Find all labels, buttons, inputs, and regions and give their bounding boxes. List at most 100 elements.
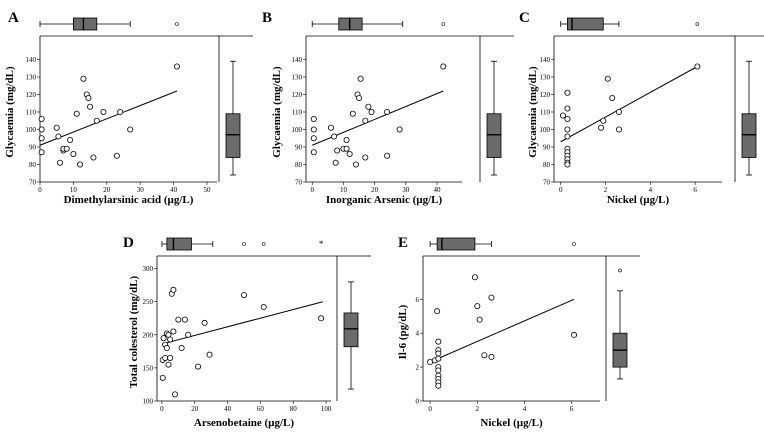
data-point: [113, 152, 120, 159]
data-point: [435, 367, 442, 374]
top-box: [567, 17, 604, 31]
y-tick-label: 6: [416, 296, 420, 304]
data-point: [310, 126, 317, 133]
regression-line: [39, 90, 178, 146]
y-tick-label: 120: [292, 91, 303, 99]
panel-label: D: [123, 235, 134, 251]
data-point: [368, 109, 375, 116]
data-point: [310, 149, 317, 156]
data-point: [343, 136, 350, 143]
data-point: [564, 105, 571, 112]
data-point: [117, 109, 124, 116]
data-point: [474, 303, 481, 310]
top-box-outlier: [572, 242, 576, 246]
data-point: [195, 363, 202, 370]
y-tick-label: 140: [292, 56, 303, 64]
data-point: [170, 286, 177, 293]
y-axis-label: Il-6 (pg/dL): [397, 304, 409, 359]
y-tick-label: 200: [143, 331, 154, 339]
data-point: [57, 159, 64, 166]
y-tick-label: 100: [26, 126, 37, 134]
data-point: [127, 126, 134, 133]
data-point: [362, 154, 369, 161]
data-point: [332, 159, 339, 166]
data-point: [85, 95, 92, 102]
x-tick-label: 40: [224, 405, 232, 413]
y-tick-label: 4: [416, 330, 420, 338]
panel-label: A: [8, 10, 19, 26]
regression-line: [560, 66, 698, 143]
y-tick-label: 120: [26, 91, 37, 99]
data-point: [77, 161, 84, 168]
x-tick-label: 6: [570, 405, 574, 413]
x-tick-label: 0: [559, 186, 563, 194]
data-point: [604, 75, 611, 82]
data-point: [694, 63, 701, 70]
panel-label: E: [398, 235, 408, 251]
x-tick-label: 6: [693, 186, 697, 194]
data-point: [488, 353, 495, 360]
panel-b: B 0 10 20 30 40 70 80 90 100 110 120 130 140 Inorganic…: [262, 10, 514, 206]
y-tick-label: 70: [295, 179, 303, 187]
data-point: [38, 135, 45, 142]
data-point: [327, 124, 334, 131]
y-tick-label: 110: [292, 109, 303, 117]
top-box-outlier: [175, 22, 179, 26]
y-tick-label: 100: [292, 126, 303, 134]
y-tick-label: 90: [29, 144, 37, 152]
data-point: [356, 95, 363, 102]
y-tick-label: 80: [543, 161, 551, 169]
y-tick-label: 130: [26, 74, 37, 82]
y-tick-label: 120: [540, 91, 551, 99]
data-point: [160, 335, 167, 342]
data-point: [396, 126, 403, 133]
data-point: [201, 319, 208, 326]
data-point: [343, 145, 350, 152]
top-box-outlier: [242, 242, 246, 246]
data-point: [571, 331, 578, 338]
data-point: [181, 316, 188, 323]
y-tick-label: 140: [26, 56, 37, 64]
data-point: [435, 338, 442, 345]
x-tick-label: 40: [434, 186, 442, 194]
data-point: [440, 63, 447, 70]
data-point: [87, 103, 94, 110]
x-tick-label: 30: [137, 186, 145, 194]
x-tick-label: 0: [428, 405, 432, 413]
right-box: [343, 312, 359, 348]
y-tick-label: 2: [416, 364, 420, 372]
x-tick-label: 10: [70, 186, 78, 194]
y-tick-label: 100: [540, 126, 551, 134]
data-point: [310, 116, 317, 123]
panel-label: B: [262, 10, 272, 26]
data-point: [38, 149, 45, 156]
top-box: [72, 17, 98, 31]
data-point: [93, 117, 100, 124]
panel-e: E 0 2 4 6 0 2 4 6 Nickel (µg/L) Il-6 (pg/dL): [397, 235, 640, 429]
data-point: [165, 361, 172, 368]
data-point: [260, 304, 267, 311]
data-point: [435, 350, 442, 357]
data-point: [471, 274, 478, 281]
panel-a: A 0 10 20 30 40 50 70 80 90 100 110 120 130 140 Dimethy…: [4, 10, 253, 206]
data-point: [310, 135, 317, 142]
x-axis-label: Dimethylarsinic acid (µg/L): [64, 194, 194, 206]
data-point: [63, 145, 70, 152]
data-point: [240, 292, 247, 299]
data-point: [476, 316, 483, 323]
top-box-outlier: [441, 22, 446, 26]
data-point: [162, 354, 169, 361]
data-point: [352, 161, 359, 168]
data-point: [38, 126, 45, 133]
right-box-outlier: [618, 268, 622, 273]
data-point: [90, 154, 97, 161]
top-box: [338, 17, 363, 31]
data-point: [163, 345, 170, 352]
top-box-outlier: [695, 22, 700, 26]
y-tick-label: 90: [295, 144, 303, 152]
top-box-outlier: [261, 242, 266, 246]
y-tick-label: 250: [143, 298, 154, 306]
data-point: [362, 117, 369, 124]
y-tick-label: 90: [543, 144, 551, 152]
